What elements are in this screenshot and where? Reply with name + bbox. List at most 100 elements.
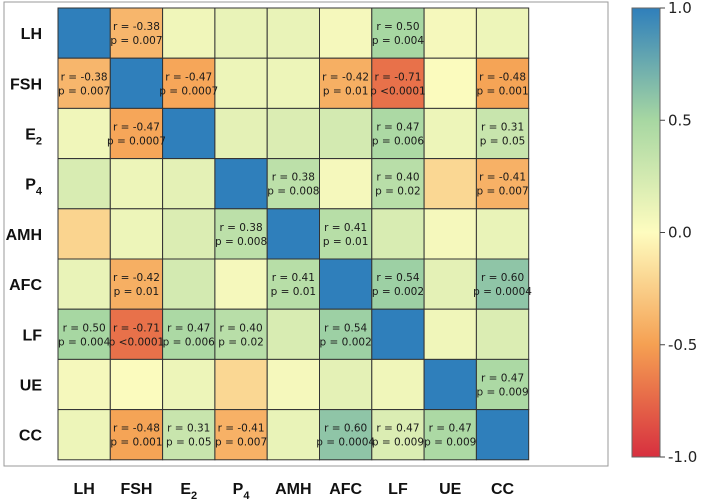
cell-r-label: r = -0.38: [61, 71, 108, 83]
cell-r-label: r = -0.71: [374, 71, 421, 83]
heatmap-cell: [266, 107, 321, 160]
row-label: LH: [21, 26, 42, 43]
heatmap-cell: [57, 358, 111, 411]
row-label: P4: [25, 177, 43, 198]
heatmap-cell: [57, 258, 111, 310]
heatmap-cell: [371, 208, 425, 260]
heatmap-cell: [475, 57, 530, 109]
heatmap-cell: [266, 409, 321, 461]
heatmap-cell: [162, 258, 216, 310]
cell-p-label: p = 0.02: [218, 336, 264, 348]
cell-p-label: p = 0.02: [375, 186, 421, 198]
heatmap-cell: [214, 258, 268, 310]
column-label: P4: [233, 481, 251, 499]
cell-r-label: r = -0.38: [113, 21, 160, 33]
heatmap-cell: [162, 208, 216, 260]
column-label: LF: [388, 481, 408, 498]
colorbar-tick-label: 0.5: [668, 111, 692, 129]
cell-p-label: p = 0.007: [58, 85, 110, 97]
cell-p-label: p = 0.007: [110, 35, 162, 47]
heatmap-cell: [214, 358, 268, 411]
heatmap-cell: [371, 7, 425, 59]
heatmap-cell: [214, 208, 268, 260]
cell-r-label: r = 0.38: [219, 222, 262, 234]
heatmap-cell: [266, 7, 321, 59]
cell-p-label: p = 0.01: [323, 236, 369, 248]
heatmap-cell: [475, 7, 530, 59]
cell-r-label: r = 0.47: [429, 423, 472, 435]
cell-p-label: p = 0.009: [372, 437, 424, 449]
heatmap-cell: [162, 107, 216, 160]
row-label: LF: [22, 327, 42, 344]
heatmap-cell: [57, 158, 111, 210]
colorbar-tick-label: 1.0: [668, 0, 692, 17]
cell-p-label: p = 0.009: [424, 437, 476, 449]
column-label: LH: [73, 481, 94, 498]
heatmap-cell: [423, 208, 477, 260]
cell-p-label: p = 0.004: [58, 336, 111, 348]
colorbar-tick-label: -1.0: [668, 448, 697, 466]
heatmap-cell: [319, 7, 373, 59]
heatmap-cell: [475, 258, 530, 310]
cell-p-label: p = 0.008: [267, 186, 319, 198]
cell-p-label: p <0.0001: [370, 85, 426, 97]
heatmap-cell: [475, 208, 530, 260]
cell-r-label: r = 0.54: [376, 272, 419, 284]
heatmap-cell: [371, 258, 425, 310]
heatmap-cell: [162, 7, 216, 59]
cell-r-label: r = 0.47: [481, 373, 524, 385]
heatmap-cell: [162, 57, 216, 109]
cell-p-label: p = 0.002: [320, 336, 372, 348]
column-label: AMH: [275, 481, 311, 498]
cell-p-label: p = 0.01: [271, 286, 317, 298]
cell-r-label: r = -0.71: [113, 322, 160, 334]
heatmap-cell: [371, 158, 425, 210]
row-label: AMH: [6, 227, 42, 244]
heatmap-cell: [266, 358, 321, 411]
heatmap-cell: [371, 409, 425, 461]
heatmap-cell: [109, 107, 164, 160]
cell-p-label: p = 0.0004: [473, 286, 532, 298]
heatmap-cell: [109, 409, 164, 461]
heatmap-cell: [214, 7, 268, 59]
cell-p-label: p = 0.001: [476, 85, 528, 97]
colorbar-tick-label: 0.0: [668, 224, 692, 242]
plot-frame: [3, 1, 609, 467]
heatmap-cell: [423, 57, 477, 109]
heatmap-cell: [423, 308, 477, 360]
heatmap-cell: [162, 158, 216, 210]
heatmap-cell: [475, 409, 530, 461]
heatmap-cell: [57, 107, 111, 160]
cell-r-label: r = -0.42: [113, 272, 160, 284]
heatmap-cell: [423, 7, 477, 59]
cell-r-label: r = 0.40: [219, 322, 262, 334]
heatmap-cell: [109, 308, 164, 360]
cell-r-label: r = -0.47: [165, 71, 212, 83]
cell-r-label: r = 0.60: [481, 272, 524, 284]
cell-r-label: r = 0.41: [272, 272, 315, 284]
heatmap-cell: [475, 107, 530, 160]
heatmap-cell: [214, 308, 268, 360]
cell-r-label: r = 0.50: [376, 21, 419, 33]
heatmap-cell: [57, 7, 111, 59]
cell-r-label: r = -0.41: [479, 172, 526, 184]
cell-r-label: r = 0.41: [324, 222, 367, 234]
heatmap-cell: [266, 258, 321, 310]
heatmap-cell: [371, 107, 425, 160]
heatmap-cell: [266, 57, 321, 109]
cell-r-label: r = 0.38: [272, 172, 315, 184]
row-label: FSH: [10, 76, 42, 93]
cell-p-label: p = 0.001: [110, 437, 162, 449]
cell-p-label: p = 0.0007: [107, 136, 166, 148]
column-label: FSH: [120, 481, 152, 498]
row-label: CC: [19, 428, 43, 445]
row-label: UE: [20, 378, 43, 395]
row-label: AFC: [9, 277, 42, 294]
heatmap-cell: [371, 57, 425, 109]
heatmap-cell: [109, 358, 164, 411]
heatmap-cell: [214, 107, 268, 160]
heatmap-cell: [423, 107, 477, 160]
cell-r-label: r = 0.50: [63, 322, 106, 334]
cell-r-label: r = -0.48: [113, 423, 160, 435]
cell-p-label: p = 0.05: [166, 437, 212, 449]
